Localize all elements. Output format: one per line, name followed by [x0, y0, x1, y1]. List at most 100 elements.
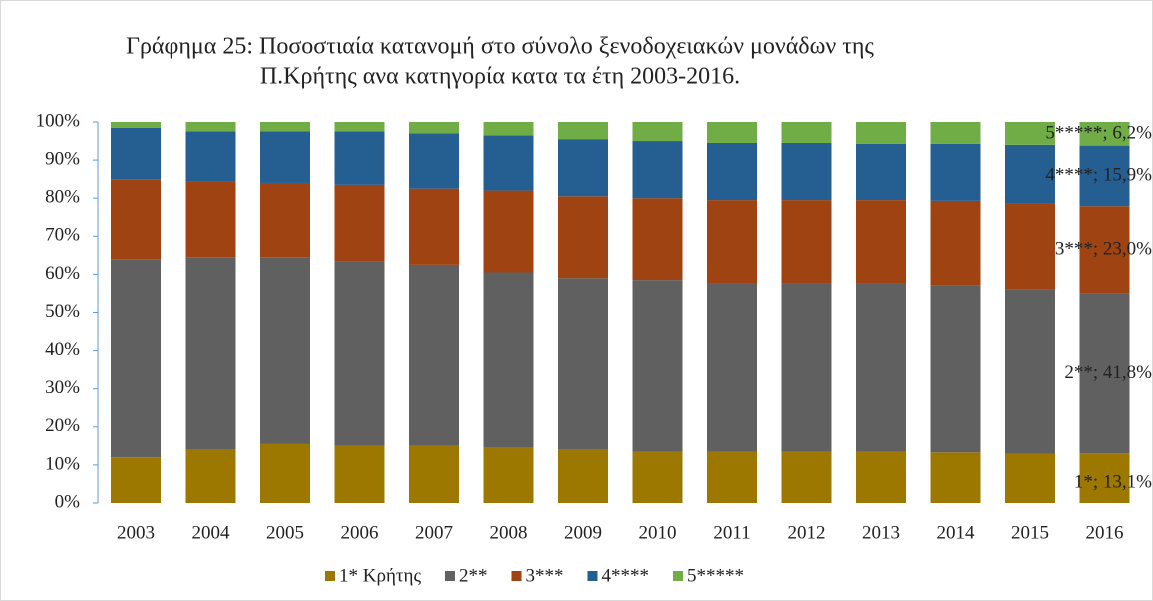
y-tick-label: 80%: [45, 187, 80, 208]
data-label: 1*; 13,1%: [1074, 471, 1152, 492]
bar-segment: [260, 443, 310, 503]
legend-label: 5*****: [687, 565, 744, 586]
bar-segment: [483, 272, 534, 448]
x-tick-label: 2003: [117, 522, 155, 543]
y-tick-label: 70%: [45, 225, 80, 246]
bar-segment: [781, 200, 832, 284]
bar-segment: [781, 451, 832, 503]
x-tick-label: 2011: [713, 522, 750, 543]
x-tick-label: 2004: [192, 522, 231, 543]
bar-segment: [483, 190, 534, 273]
chart-title: Γράφημα 25: Ποσοστιαία κατανομή στο σύνο…: [126, 34, 874, 60]
bar-segment: [632, 141, 683, 199]
y-tick-label: 0%: [55, 491, 81, 512]
bar-segment: [856, 122, 906, 144]
bar-segment: [111, 259, 161, 458]
legend-label: 4****: [601, 565, 649, 586]
bar-segment: [856, 283, 906, 452]
bar-segment: [930, 143, 981, 201]
bar-segment: [185, 131, 236, 182]
bar-segment: [707, 200, 757, 284]
bar-segment: [1079, 122, 1130, 146]
bar-segment: [558, 449, 608, 503]
x-tick-label: 2007: [415, 522, 453, 543]
bar-segment: [409, 133, 459, 189]
bar-segment: [930, 200, 981, 286]
x-tick-label: 2009: [564, 522, 602, 543]
bar-segment: [707, 283, 757, 452]
bar-segment: [930, 122, 981, 144]
bar-segment: [111, 122, 161, 128]
bar-segment: [781, 142, 832, 201]
bar-segment: [260, 131, 310, 183]
bar-segment: [483, 135, 534, 191]
bar-segment: [1079, 206, 1130, 294]
x-tick-label: 2014: [937, 522, 976, 543]
legend-swatch: [325, 571, 335, 581]
bar-segment: [334, 445, 385, 503]
bar-segment: [707, 142, 757, 201]
bar-segment: [334, 122, 385, 132]
bar-segment: [558, 196, 608, 279]
bar-segment: [1005, 289, 1055, 454]
x-tick-label: 2005: [266, 522, 304, 543]
bar-segment: [632, 280, 683, 452]
bar-segment: [856, 143, 906, 201]
bar-segment: [632, 198, 683, 281]
y-tick-label: 20%: [45, 415, 80, 436]
bar-segment: [334, 261, 385, 446]
bar-segment: [707, 451, 757, 503]
y-tick-label: 60%: [45, 263, 80, 284]
bar-segment: [260, 122, 310, 132]
x-tick-label: 2015: [1011, 522, 1049, 543]
bar-segment: [111, 179, 161, 260]
bar-segment: [707, 122, 757, 143]
legend-swatch: [444, 571, 455, 581]
bar-segment: [260, 257, 310, 444]
bar-segment: [334, 131, 385, 185]
bar-segment: [409, 188, 459, 265]
bar-segment: [632, 122, 683, 142]
bar-segment: [185, 181, 236, 258]
x-tick-label: 2008: [490, 522, 528, 543]
data-label: 2**; 41,8%: [1064, 362, 1152, 383]
bar-segment: [1079, 145, 1130, 207]
x-tick-label: 2012: [788, 522, 826, 543]
bar-segment: [558, 139, 608, 197]
y-tick-label: 30%: [45, 377, 80, 398]
bar-segment: [260, 182, 310, 258]
bar-segment: [781, 283, 832, 452]
bar-segment: [856, 200, 906, 284]
legend-swatch: [587, 571, 598, 581]
bar-segment: [1079, 453, 1130, 503]
bar-segment: [409, 445, 459, 503]
bar-segment: [483, 447, 534, 503]
x-tick-label: 2010: [639, 522, 677, 543]
bar-segment: [930, 285, 981, 453]
bar-segment: [1005, 203, 1055, 290]
bar-segment: [334, 184, 385, 262]
bar-segment: [185, 257, 236, 450]
bar-segment: [1005, 453, 1055, 503]
bar-segment: [1079, 293, 1130, 454]
x-tick-label: 2013: [862, 522, 900, 543]
y-tick-label: 100%: [36, 110, 81, 131]
bar-segment: [111, 457, 161, 503]
bar-segment: [409, 264, 459, 446]
legend-label: 1* Κρήτης: [339, 565, 421, 586]
y-tick-label: 40%: [45, 339, 80, 360]
bar-segment: [930, 452, 981, 503]
bar-segment: [111, 127, 161, 180]
bar-segment: [1005, 122, 1055, 145]
bar-segment: [409, 122, 459, 134]
legend-label: 2**: [459, 565, 488, 586]
bar-segment: [781, 122, 832, 143]
bar-segment: [1005, 144, 1055, 204]
bar-segment: [185, 449, 236, 503]
y-tick-label: 10%: [45, 453, 80, 474]
y-tick-label: 50%: [45, 301, 80, 322]
legend-swatch: [511, 571, 522, 581]
bar-segment: [185, 122, 236, 132]
bar-segment: [558, 278, 608, 450]
